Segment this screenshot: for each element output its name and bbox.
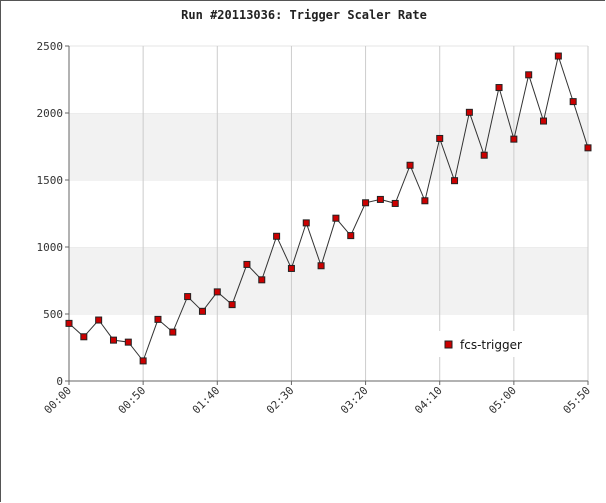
x-tick-label: 00:00 — [42, 384, 75, 417]
data-point — [302, 219, 310, 227]
band — [69, 46, 588, 113]
data-point — [376, 195, 384, 203]
data-point — [391, 199, 399, 207]
data-point — [154, 315, 162, 323]
data-point — [332, 214, 340, 222]
background-bands — [69, 45, 588, 381]
y-tick-label: 1500 — [37, 174, 64, 187]
legend: fcs-trigger — [435, 331, 545, 357]
band — [69, 180, 588, 247]
band — [69, 113, 588, 180]
data-point — [495, 84, 503, 92]
band — [69, 247, 588, 314]
data-point — [540, 117, 548, 125]
data-point — [184, 293, 192, 301]
data-point — [273, 232, 281, 240]
x-tick-label: 03:20 — [338, 384, 371, 417]
data-point — [243, 260, 251, 268]
data-point — [109, 336, 117, 344]
y-tick-labels: 0 500 1000 1500 2000 2500 — [37, 40, 69, 388]
x-tick-label: 02:30 — [264, 384, 297, 417]
series-line — [68, 54, 589, 362]
legend-box — [435, 331, 545, 357]
series-markers — [65, 52, 592, 365]
y-tick-label: 0 — [56, 375, 63, 388]
x-tick-label: 01:40 — [190, 384, 223, 417]
data-point — [451, 177, 459, 185]
data-point — [569, 98, 577, 106]
data-point — [554, 52, 562, 60]
data-point — [436, 134, 444, 142]
x-tick-label: 00:50 — [116, 384, 149, 417]
data-point — [287, 264, 295, 272]
data-point — [213, 288, 221, 296]
data-point — [510, 135, 518, 143]
data-point — [258, 276, 266, 284]
data-point — [584, 144, 592, 152]
data-point — [480, 151, 488, 159]
data-point — [169, 328, 177, 336]
legend-swatch — [444, 340, 453, 349]
data-point — [124, 338, 132, 346]
chart-title: Run #20113036: Trigger Scaler Rate — [181, 8, 427, 22]
data-point — [65, 319, 73, 327]
y-tick-label: 500 — [43, 308, 63, 321]
data-point — [228, 301, 236, 309]
data-point — [421, 197, 429, 205]
legend-label: fcs-trigger — [460, 338, 522, 352]
data-point — [95, 316, 103, 324]
x-tick-label: 05:00 — [486, 384, 519, 417]
data-point — [317, 262, 325, 270]
y-tick-label: 1000 — [37, 241, 64, 254]
data-point — [525, 71, 533, 79]
y-tick-label: 2500 — [37, 40, 64, 53]
data-point — [347, 232, 355, 240]
x-tick-labels: 00:00 00:50 01:40 02:30 03:20 04:10 05:00 05:50 — [42, 381, 594, 417]
x-tick-label: 04:10 — [412, 384, 445, 417]
x-tick-label: 05:50 — [561, 384, 594, 417]
data-point — [198, 307, 206, 315]
data-point — [139, 357, 147, 365]
data-point — [465, 108, 473, 116]
data-point — [362, 199, 370, 207]
y-tick-label: 2000 — [37, 107, 64, 120]
data-point — [80, 333, 88, 341]
data-point — [406, 161, 414, 169]
